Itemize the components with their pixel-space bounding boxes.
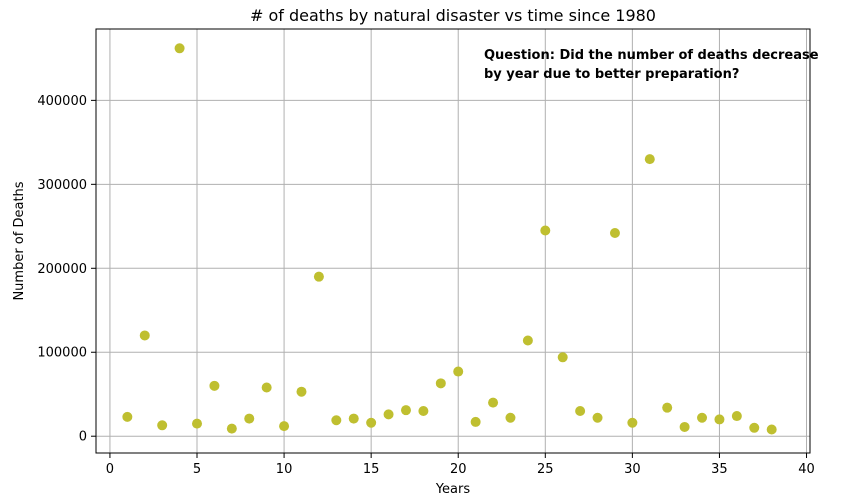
- data-point: [470, 416, 481, 427]
- data-point: [261, 382, 272, 393]
- data-point: [331, 415, 342, 426]
- y-tick-label: 0: [79, 430, 87, 445]
- annotation-line-2: by year due to better preparation?: [484, 67, 739, 82]
- data-point: [731, 411, 742, 422]
- plot-frame: [95, 28, 811, 454]
- data-point: [766, 424, 777, 435]
- data-point: [505, 412, 516, 423]
- data-point: [557, 352, 568, 363]
- data-point: [644, 154, 655, 165]
- data-point: [540, 225, 551, 236]
- data-point: [453, 366, 464, 377]
- x-tick-label: 20: [450, 462, 467, 477]
- x-tick-label: 25: [537, 462, 554, 477]
- data-point: [662, 402, 673, 413]
- data-point: [157, 420, 168, 431]
- x-axis-label: Years: [435, 482, 471, 497]
- data-point: [697, 412, 708, 423]
- chart-title: # of deaths by natural disaster vs time …: [250, 6, 656, 25]
- annotation-line-1: Question: Did the number of deaths decre…: [484, 48, 819, 63]
- data-point: [714, 414, 725, 425]
- data-point: [488, 397, 499, 408]
- data-point: [139, 330, 150, 341]
- data-point: [400, 405, 411, 416]
- data-point: [383, 409, 394, 420]
- data-point: [575, 406, 586, 417]
- y-tick-label: 400000: [37, 94, 87, 109]
- data-point: [522, 335, 533, 346]
- data-points: [122, 43, 777, 435]
- data-point: [244, 413, 255, 424]
- data-point: [366, 417, 377, 428]
- data-point: [749, 422, 760, 433]
- data-point: [627, 417, 638, 428]
- data-point: [279, 421, 290, 432]
- y-tick-label: 300000: [37, 178, 87, 193]
- data-point: [348, 413, 359, 424]
- x-tick-label: 10: [276, 462, 293, 477]
- y-tick-label: 100000: [37, 346, 87, 361]
- y-tick-label: 200000: [37, 262, 87, 277]
- data-point: [609, 228, 620, 239]
- x-tick-label: 15: [363, 462, 380, 477]
- x-tick-label: 40: [798, 462, 815, 477]
- data-point: [592, 412, 603, 423]
- data-point: [174, 43, 185, 54]
- y-axis-label: Number of Deaths: [12, 181, 27, 300]
- x-axis-ticks: 0 5 10 15 20 25 30 35 40: [106, 453, 815, 477]
- data-point: [296, 386, 307, 397]
- x-tick-label: 0: [106, 462, 114, 477]
- x-tick-label: 5: [193, 462, 201, 477]
- x-tick-label: 30: [624, 462, 641, 477]
- data-point: [192, 418, 203, 429]
- data-point: [122, 411, 133, 422]
- data-point: [313, 271, 324, 282]
- data-point: [209, 380, 220, 391]
- data-point: [418, 406, 429, 417]
- data-point: [435, 378, 446, 389]
- x-tick-label: 35: [711, 462, 728, 477]
- y-axis-ticks: 0 100000 200000 300000 400000: [37, 94, 96, 445]
- data-point: [226, 423, 237, 434]
- grid-lines: [96, 29, 810, 453]
- data-point: [679, 421, 690, 432]
